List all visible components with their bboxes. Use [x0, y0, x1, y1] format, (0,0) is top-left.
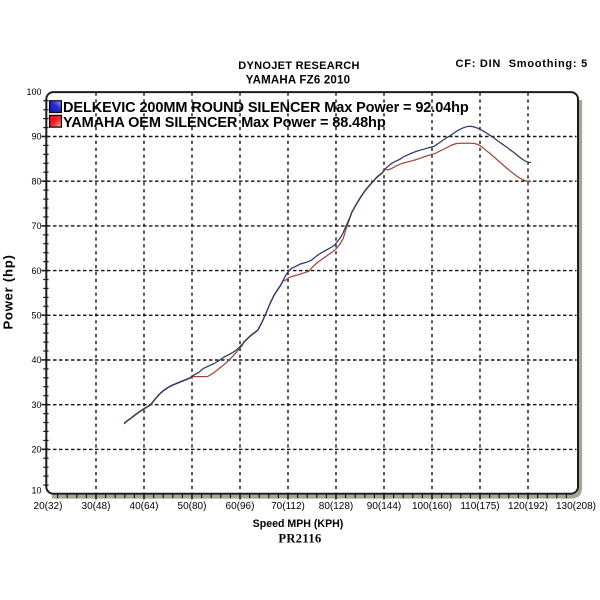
svg-text:70: 70	[31, 221, 41, 231]
svg-text:PR2116: PR2116	[278, 532, 321, 546]
svg-text:130(208): 130(208)	[556, 501, 596, 512]
svg-text:120(192): 120(192)	[508, 501, 548, 512]
svg-text:110(175): 110(175)	[460, 501, 499, 512]
svg-text:40(64): 40(64)	[130, 501, 159, 512]
svg-text:80: 80	[31, 176, 41, 186]
svg-text:60(96): 60(96)	[226, 501, 255, 512]
svg-text:YAMAHA FZ6 2010: YAMAHA FZ6 2010	[246, 75, 350, 87]
svg-text:50(80): 50(80)	[178, 501, 207, 512]
svg-text:100: 100	[26, 87, 41, 97]
svg-text:90: 90	[31, 132, 41, 142]
svg-text:20: 20	[31, 445, 41, 455]
svg-text:60: 60	[31, 266, 41, 276]
svg-text:50: 50	[31, 310, 41, 320]
svg-text:DELKEVIC 200MM ROUND SILENCER: DELKEVIC 200MM ROUND SILENCER Max Power …	[63, 100, 469, 116]
svg-text:20(32): 20(32)	[34, 501, 63, 512]
svg-text:30: 30	[31, 400, 41, 410]
svg-text:100(160): 100(160)	[412, 501, 452, 512]
svg-text:40: 40	[31, 355, 41, 365]
svg-text:YAMAHA OEM SILENCER Max Power: YAMAHA OEM SILENCER Max Power = 88.48hp	[63, 115, 386, 131]
svg-text:DYNOJET RESEARCH: DYNOJET RESEARCH	[238, 60, 360, 72]
svg-text:80(128): 80(128)	[319, 501, 353, 512]
svg-text:30(48): 30(48)	[82, 501, 111, 512]
svg-text:CF: DIN Smoothing: 5: CF: DIN Smoothing: 5	[456, 58, 588, 70]
svg-text:70(112): 70(112)	[271, 501, 305, 512]
svg-text:90(144): 90(144)	[367, 501, 401, 512]
svg-text:10: 10	[31, 485, 41, 495]
svg-text:Power (hp): Power (hp)	[1, 254, 16, 329]
svg-text:Speed MPH (KPH): Speed MPH (KPH)	[253, 518, 344, 530]
